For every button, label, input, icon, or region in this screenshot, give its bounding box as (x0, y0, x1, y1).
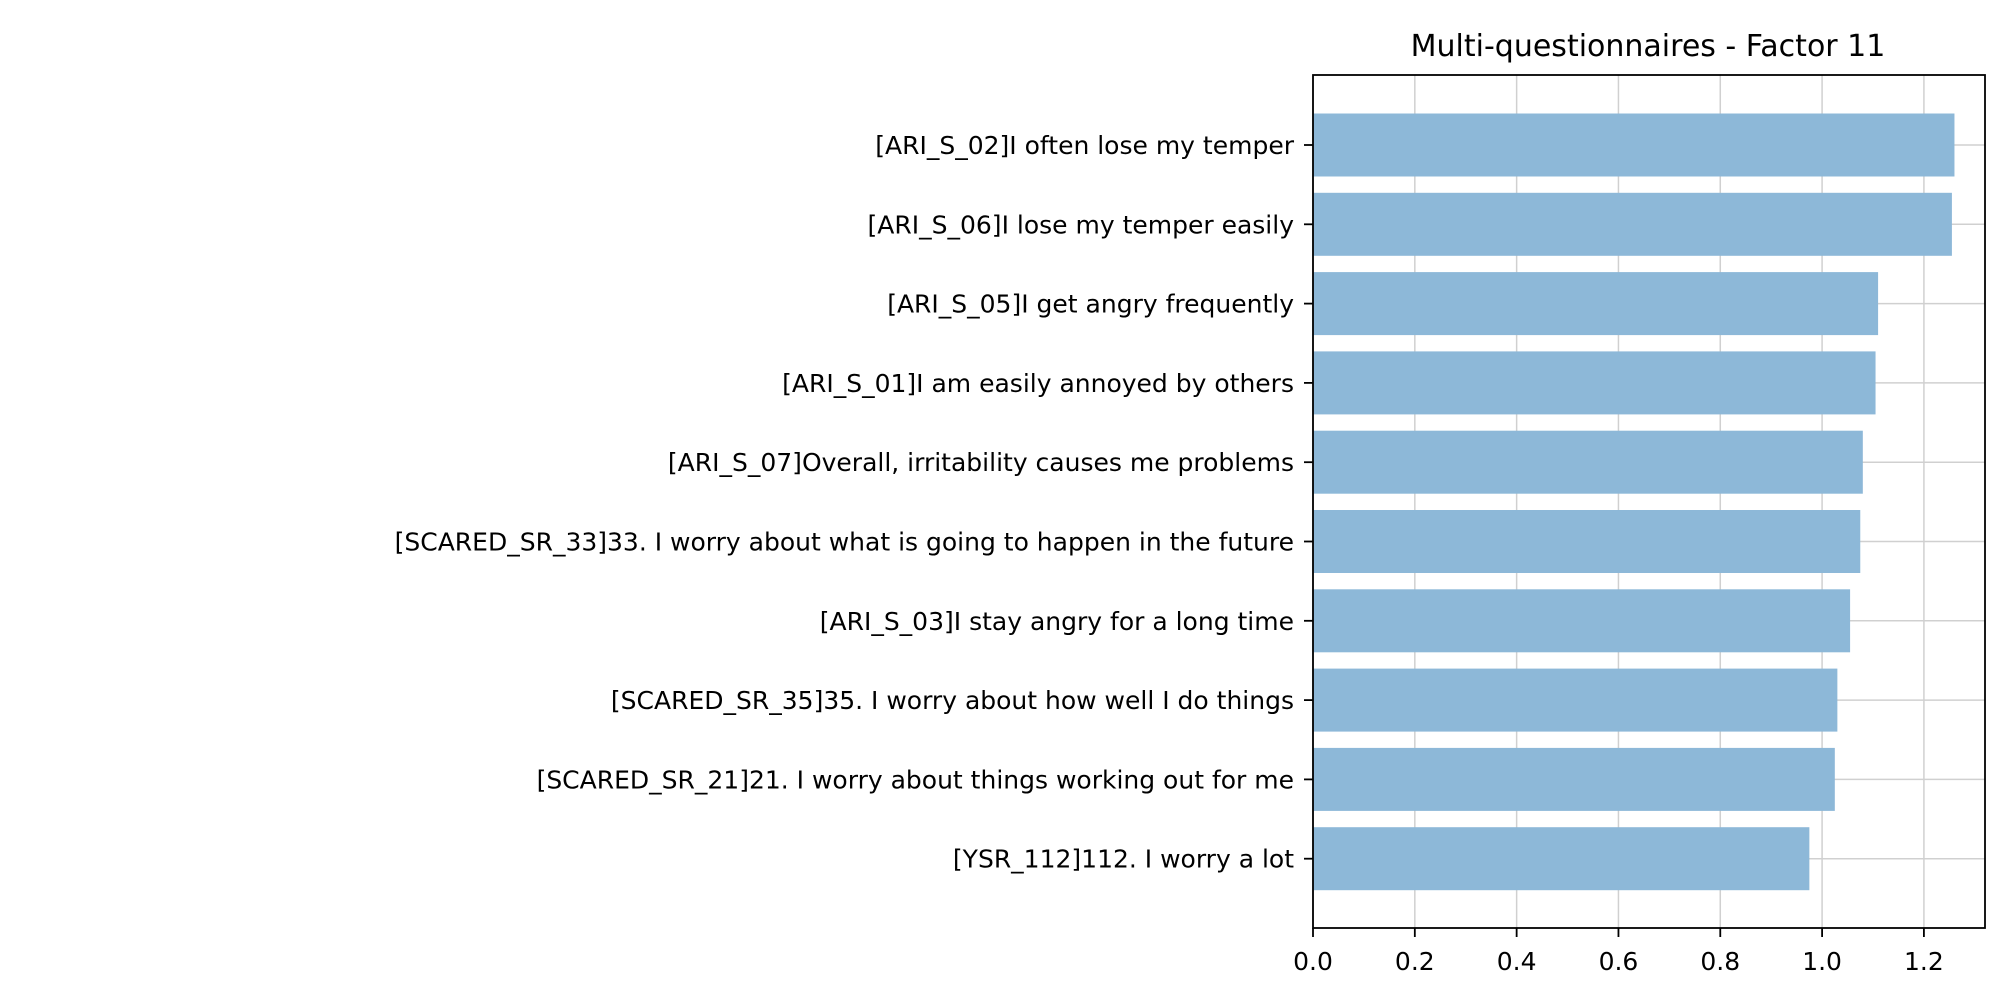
x-tick-label-6: 1.2 (1904, 947, 1944, 976)
label-layer: 0.0 0.2 0.4 0.6 0.8 1.0 1.2 [ARI_S_02]I often l… (395, 131, 1944, 976)
category-label-9: [SCARED_SR_21]21. I worry about things w… (537, 765, 1294, 794)
plot-frame (1312, 74, 1986, 929)
x-tick-label-0: 0.0 (1293, 947, 1333, 976)
category-label-7: [ARI_S_03]I stay angry for a long time (820, 607, 1294, 636)
x-tick-label-2: 0.4 (1497, 947, 1537, 976)
bar-8 (1313, 668, 1838, 732)
bar-5 (1313, 430, 1863, 494)
category-label-3: [ARI_S_05]I get angry frequently (887, 290, 1294, 319)
category-label-5: [ARI_S_07]Overall, irritability causes m… (668, 448, 1294, 477)
chart-title: Multi-questionnaires - Factor 11 (1411, 29, 1886, 64)
axis-layer (1304, 74, 1986, 937)
category-label-1: [ARI_S_02]I often lose my temper (875, 131, 1294, 160)
category-label-10: [YSR_112]112. I worry a lot (953, 845, 1294, 874)
bar-2 (1313, 192, 1952, 256)
category-label-6: [SCARED_SR_33]33. I worry about what is … (395, 528, 1294, 557)
x-tick-label-5: 1.0 (1802, 947, 1842, 976)
bar-3 (1313, 272, 1879, 336)
bar-10 (1313, 827, 1810, 891)
x-tick-label-1: 0.2 (1395, 947, 1435, 976)
category-label-8: [SCARED_SR_35]35. I worry about how well… (611, 686, 1294, 715)
x-tick-label-3: 0.6 (1599, 947, 1639, 976)
bar-4 (1313, 351, 1876, 415)
category-label-2: [ARI_S_06]I lose my temper easily (868, 210, 1295, 239)
category-label-4: [ARI_S_01]I am easily annoyed by others (782, 369, 1294, 398)
x-tick-label-4: 0.8 (1700, 947, 1740, 976)
bar-6 (1313, 510, 1861, 573)
bar-9 (1313, 747, 1835, 811)
bar-7 (1313, 589, 1851, 653)
bar-1 (1313, 113, 1955, 177)
bar-layer (1313, 113, 1955, 891)
